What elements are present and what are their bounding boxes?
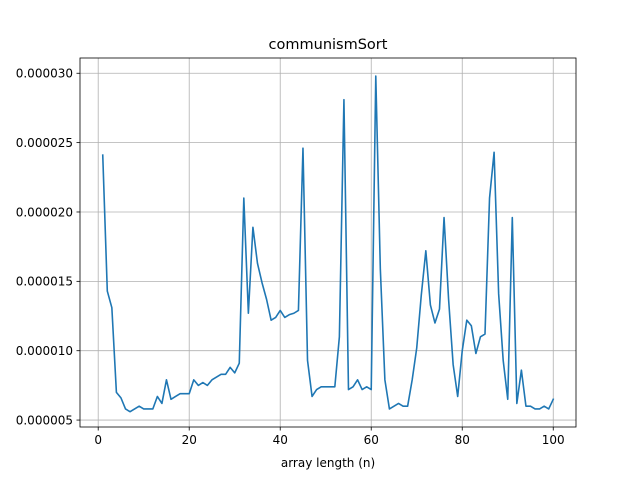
x-tick-label: 40 [273, 433, 288, 447]
series-layer [101, 75, 555, 413]
y-tick-label: 0.000020 [16, 205, 73, 219]
y-tick-label: 0.000005 [16, 413, 73, 427]
y-tick-label: 0.000015 [16, 275, 73, 289]
x-tick-label: 20 [182, 433, 197, 447]
x-tick-label: 100 [542, 433, 565, 447]
y-tick-label: 0.000025 [16, 136, 73, 150]
series-line [101, 75, 555, 413]
x-axis-ticks: 0 20 40 60 80 100 [94, 427, 565, 447]
x-axis-label: array length (n) [281, 456, 375, 470]
axes-frame [79, 57, 577, 428]
grid-lines [80, 58, 576, 427]
y-tick-label: 0.000010 [16, 344, 73, 358]
y-axis-ticks: 0.000005 0.000010 0.000015 0.000020 0.000025… [16, 67, 80, 427]
x-tick-label: 60 [364, 433, 379, 447]
x-tick-label: 80 [455, 433, 470, 447]
plot-area [80, 58, 576, 427]
chart-title: communismSort [269, 37, 388, 53]
x-tick-label: 0 [94, 433, 102, 447]
y-tick-label: 0.000030 [16, 67, 73, 81]
